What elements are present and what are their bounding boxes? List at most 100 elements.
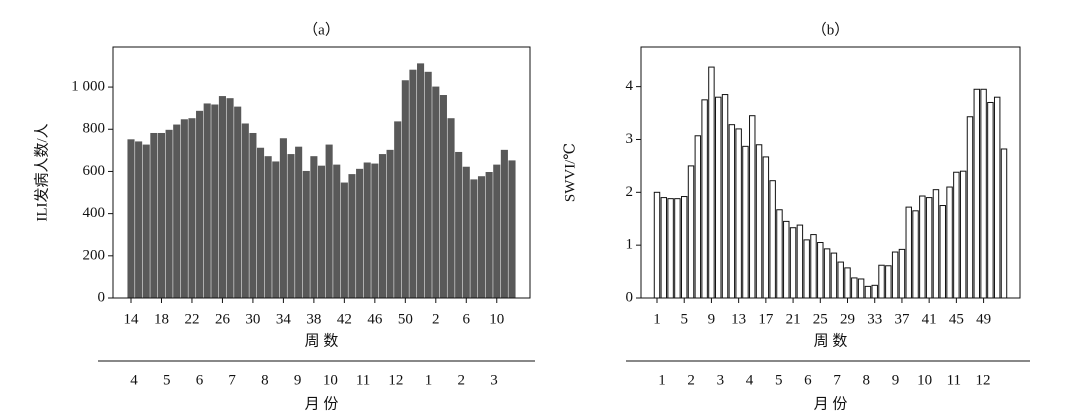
bar [234, 106, 242, 299]
x-axis-label: 周 数 [305, 332, 339, 349]
bar [394, 121, 402, 299]
bar [776, 209, 783, 299]
bar [796, 224, 804, 299]
x-tick-label: 49 [976, 311, 991, 327]
month-label: 10 [917, 372, 932, 388]
bar [165, 129, 173, 299]
month-axis-label: 月 份 [814, 395, 848, 412]
bar [919, 195, 926, 299]
month-label: 11 [947, 372, 961, 388]
bar [680, 196, 688, 299]
bar [803, 239, 810, 299]
bar [687, 165, 695, 299]
month-label: 4 [746, 372, 754, 388]
bar [196, 110, 204, 299]
bar [749, 115, 756, 299]
bar [218, 96, 226, 299]
bar [485, 172, 493, 299]
bar [783, 220, 790, 299]
x-tick-label: 50 [398, 311, 413, 327]
x-tick-label: 2 [432, 311, 440, 327]
x-tick-label: 46 [367, 311, 383, 327]
y-tick-label: 1 000 [71, 79, 105, 95]
bar [925, 197, 933, 299]
bar [789, 227, 797, 299]
month-label: 1 [425, 372, 433, 388]
x-tick-label: 42 [337, 311, 352, 327]
month-label: 2 [458, 372, 466, 388]
month-label: 12 [976, 372, 991, 388]
bar [211, 104, 219, 299]
month-label: 1 [658, 372, 666, 388]
x-tick-label: 9 [708, 311, 716, 327]
month-label: 9 [892, 372, 900, 388]
bar [953, 171, 960, 299]
bar [317, 165, 326, 299]
bar [249, 132, 257, 299]
bar [378, 154, 387, 299]
bar [333, 164, 341, 299]
x-tick-label: 22 [184, 311, 199, 327]
y-tick-label: 1 [626, 237, 634, 253]
bar [371, 163, 379, 299]
x-tick-label: 38 [306, 311, 321, 327]
bar [455, 151, 463, 299]
bar [755, 144, 763, 299]
bar [409, 69, 417, 299]
chart-title: （a） [303, 21, 340, 38]
x-tick-label: 34 [276, 311, 292, 327]
month-label: 8 [863, 372, 871, 388]
bar [810, 234, 817, 299]
month-label: 3 [717, 372, 725, 388]
x-axis-label: 周 数 [814, 332, 848, 349]
bar [256, 147, 265, 299]
bar [439, 95, 447, 299]
x-tick-label: 17 [758, 311, 774, 327]
bar [939, 205, 946, 299]
x-tick-label: 5 [680, 311, 688, 327]
bar [844, 267, 851, 299]
bar [127, 139, 135, 299]
x-tick-label: 30 [245, 311, 260, 327]
bar [477, 176, 486, 299]
bar [769, 180, 776, 299]
chart-title: （b） [812, 21, 850, 38]
bar [226, 98, 234, 299]
x-tick-label: 14 [124, 311, 140, 327]
bar [310, 156, 318, 299]
bar [279, 138, 287, 299]
x-tick-label: 41 [922, 311, 937, 327]
bar [157, 132, 166, 299]
bar [823, 248, 831, 299]
bar [871, 284, 878, 299]
x-tick-label: 13 [731, 311, 746, 327]
bar [762, 156, 770, 299]
plot-frame [112, 46, 531, 299]
bar [508, 160, 516, 299]
y-axis-label: SWVI/℃ [562, 143, 578, 202]
x-tick-label: 10 [489, 311, 504, 327]
month-label: 3 [490, 372, 498, 388]
month-label: 10 [323, 372, 338, 388]
y-tick-label: 800 [83, 121, 106, 137]
bar [272, 161, 280, 299]
x-tick-label: 37 [894, 311, 910, 327]
y-tick-label: 400 [83, 205, 106, 221]
x-tick-label: 26 [215, 311, 231, 327]
bar [898, 248, 906, 299]
bar [728, 124, 736, 299]
bar [857, 278, 865, 299]
month-label: 6 [804, 372, 812, 388]
x-tick-label: 21 [786, 311, 801, 327]
bar [500, 149, 508, 299]
bar [470, 179, 478, 299]
bar [715, 96, 722, 299]
y-axis-label: ILI发病人数/人 [33, 123, 50, 221]
bar [417, 63, 425, 299]
bar [180, 119, 188, 299]
month-label: 11 [356, 372, 370, 388]
bar [264, 156, 272, 299]
bar [667, 198, 674, 299]
bar [653, 191, 661, 299]
y-tick-label: 0 [626, 289, 634, 305]
